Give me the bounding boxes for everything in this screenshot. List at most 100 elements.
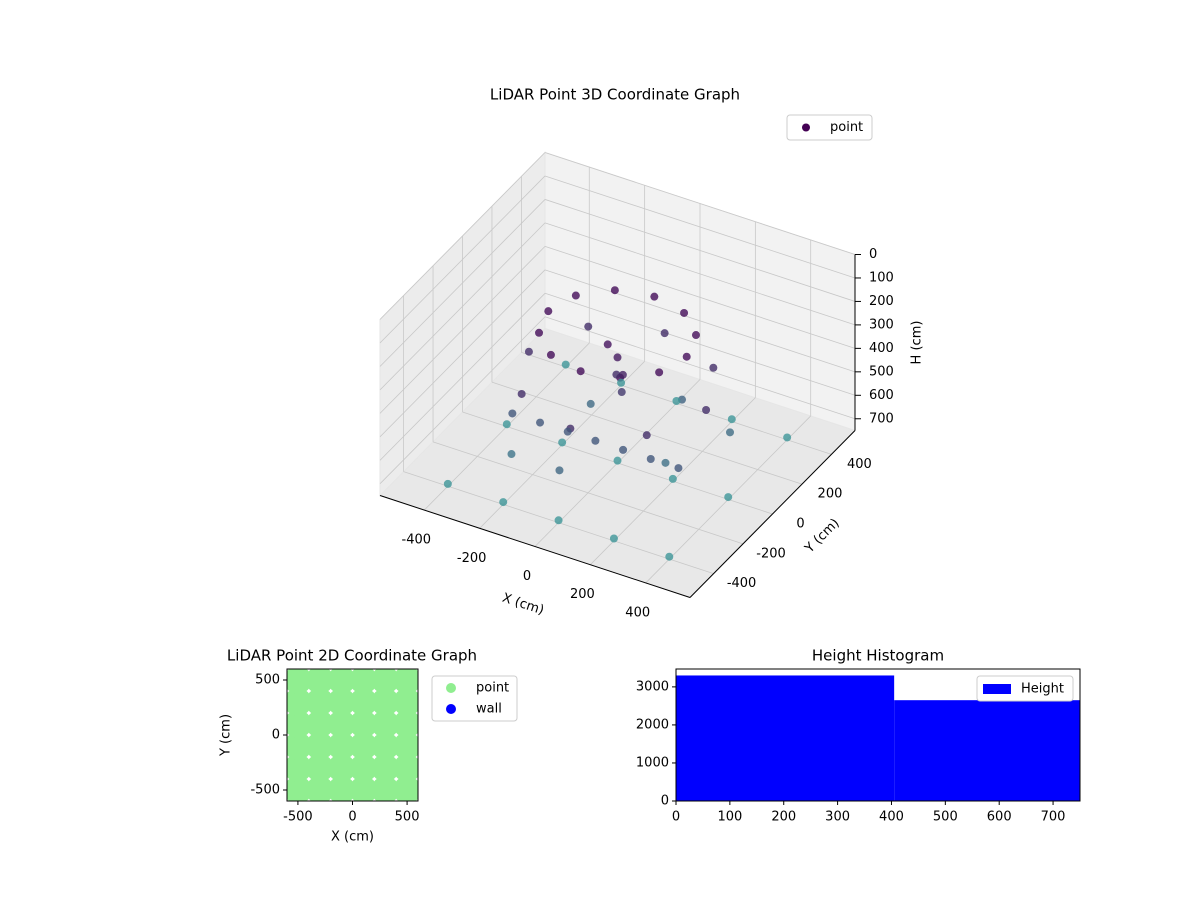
x-axis-label: X (cm) <box>500 591 546 619</box>
z-tick-label: 0 <box>869 247 877 262</box>
point <box>507 450 516 459</box>
point <box>668 474 677 483</box>
point <box>617 378 626 387</box>
point <box>305 669 334 694</box>
grid-line <box>379 246 546 414</box>
grid-line <box>544 245 856 349</box>
grid-line <box>432 441 744 545</box>
grid-line <box>544 199 856 302</box>
x-axis-label: X (cm) <box>331 830 374 845</box>
point <box>535 328 544 337</box>
x-tick-label: 0 <box>523 569 531 584</box>
chart-title: Height Histogram <box>812 647 944 665</box>
y-tick-label: 0 <box>796 517 804 532</box>
chart-2d: -500 0 500 -500 0 500 X (cm) Y (cm) point wall <box>219 668 518 845</box>
z-axis-label: H (cm) <box>910 321 925 365</box>
x-tick-label: 500 <box>933 810 958 825</box>
point <box>586 399 595 408</box>
plot-area <box>287 669 418 801</box>
point <box>563 427 572 436</box>
point <box>702 406 711 415</box>
point <box>371 688 400 716</box>
point <box>327 776 356 801</box>
y-axis-label: Y (cm) <box>802 516 843 557</box>
y-tick-label: 500 <box>255 673 280 688</box>
point <box>576 367 585 376</box>
plot-area <box>676 675 1080 801</box>
legend-label: point <box>830 120 863 135</box>
legend-marker <box>446 683 456 693</box>
point <box>584 322 593 331</box>
x-tick-label: -200 <box>457 551 487 566</box>
point <box>561 360 570 369</box>
point <box>349 732 378 760</box>
point <box>349 776 378 801</box>
point <box>591 436 600 445</box>
point <box>393 710 418 738</box>
point <box>682 352 691 361</box>
point <box>655 368 664 377</box>
x-tick-label: 200 <box>771 810 796 825</box>
point <box>327 688 356 716</box>
point <box>642 431 651 440</box>
bar <box>676 675 895 801</box>
x-axis-line <box>379 495 691 598</box>
y-tick-label: 0 <box>272 728 280 743</box>
grid-line <box>544 175 856 279</box>
z-tick-label: 400 <box>869 341 894 356</box>
grid-line <box>379 222 546 391</box>
grid-line <box>379 293 546 461</box>
point <box>443 479 452 488</box>
point <box>546 350 555 359</box>
y-tick-label: -500 <box>250 783 280 798</box>
legend-box <box>976 675 1074 702</box>
grid-line <box>379 175 546 344</box>
z-tick-label: 500 <box>869 364 894 379</box>
point <box>305 688 334 716</box>
x-tick-label: 200 <box>570 587 595 602</box>
point <box>499 498 508 507</box>
x-tick-label: 400 <box>625 605 650 620</box>
z-tick-label: 600 <box>869 388 894 403</box>
legend-marker <box>802 123 810 132</box>
point <box>393 732 418 760</box>
point <box>393 754 418 782</box>
point <box>691 331 700 340</box>
point <box>371 732 400 760</box>
point <box>287 688 312 716</box>
point <box>783 433 792 442</box>
point <box>613 456 622 465</box>
point <box>287 710 312 738</box>
point <box>603 340 612 349</box>
point <box>327 710 356 738</box>
bar <box>894 700 1080 801</box>
z-tick-label: 100 <box>869 270 894 285</box>
point <box>287 776 312 801</box>
point <box>727 415 736 424</box>
point <box>617 388 626 397</box>
point <box>349 669 378 694</box>
point <box>680 308 689 317</box>
point <box>393 669 418 694</box>
point <box>305 754 334 782</box>
point <box>327 669 356 694</box>
point <box>558 438 567 447</box>
z-tick-label: 200 <box>869 294 894 309</box>
y-tick-label: 1000 <box>636 755 669 770</box>
point <box>349 710 378 738</box>
point <box>371 776 400 801</box>
point <box>393 776 418 801</box>
point <box>709 363 718 372</box>
point <box>371 710 400 738</box>
point <box>555 466 564 475</box>
point <box>287 732 312 760</box>
point <box>672 397 681 406</box>
point <box>287 754 312 782</box>
point <box>609 534 618 543</box>
y-tick-label: 0 <box>661 794 669 809</box>
chart-histogram: 0 100 200 300 400 500 600 700 0 1000 2000 3000 Heigh… <box>636 668 1081 825</box>
point <box>613 353 622 362</box>
point <box>508 409 517 418</box>
legend-marker <box>983 684 1011 694</box>
x-tick-label: 100 <box>717 810 742 825</box>
